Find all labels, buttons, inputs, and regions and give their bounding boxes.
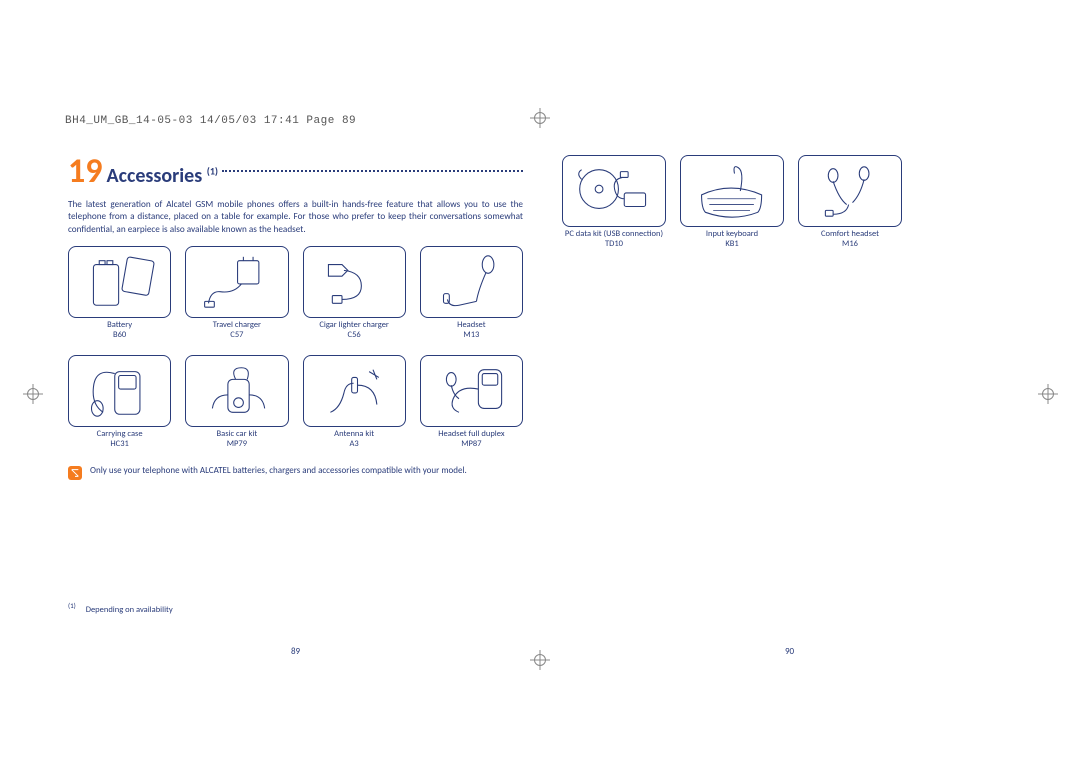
battery-icon [68,246,171,318]
caption-name: Battery [107,320,132,330]
caption-name: Basic car kit [217,429,258,439]
caption-code: MP87 [420,440,523,450]
chapter-title: Accessories (1) [106,166,218,186]
accessory-antenna-kit: Antenna kit A3 [303,355,406,450]
print-header: BH4_UM_GB_14-05-03 14/05/03 17:41 Page 8… [65,115,356,127]
caption-name: PC data kit (USB connection) [565,229,663,239]
caption-name: Carrying case [97,429,143,439]
footnote: (1) Depending on availability [68,601,173,615]
keyboard-icon [680,155,784,227]
caption-code: KB1 [680,240,784,250]
chapter-title-sup: (1) [207,164,218,177]
accessory-pc-data-kit: PC data kit (USB connection) TD10 [562,155,666,250]
footnote-text: Depending on availability [86,605,173,615]
page-left: 19 Accessories (1) The latest generation… [68,155,523,665]
caption-code: B60 [68,331,171,341]
carrying-case-icon [68,355,171,427]
caption-code: HC31 [68,440,171,450]
crop-mark-top [530,108,550,128]
caption-name: Antenna kit [334,429,374,439]
dot-leader [222,170,523,172]
accessory-input-keyboard: Input keyboard KB1 [680,155,784,250]
accessory-basic-car-kit: Basic car kit MP79 [185,355,288,450]
compatibility-note: Only use your telephone with ALCATEL bat… [68,465,523,480]
caption-code: MP79 [185,440,288,450]
car-kit-icon [185,355,288,427]
page-number-right: 90 [562,646,1017,657]
headset-duplex-icon [420,355,523,427]
comfort-headset-icon [798,155,902,227]
headset-icon [420,246,523,318]
page-right: PC data kit (USB connection) TD10 Input … [562,155,1017,665]
caption-name: Comfort headset [821,229,879,239]
cigar-charger-icon [303,246,406,318]
accessory-headset: Headset M13 [420,246,523,341]
accessory-headset-full-duplex: Headset full duplex MP87 [420,355,523,450]
page-number-left: 89 [68,646,523,657]
caption-name: Cigar lighter charger [319,320,389,330]
chapter-heading: 19 Accessories (1) [68,155,523,191]
chapter-title-text: Accessories [106,164,202,188]
note-icon [68,466,82,480]
accessories-grid-left: Battery B60 Travel charger C57 [68,246,523,449]
accessories-grid-right: PC data kit (USB connection) TD10 Input … [562,155,1017,250]
caption-name: Input keyboard [706,229,758,239]
accessory-cigar-charger: Cigar lighter charger C56 [303,246,406,341]
caption-code: M16 [798,240,902,250]
accessory-comfort-headset: Comfort headset M16 [798,155,902,250]
caption-code: TD10 [562,240,666,250]
note-text: Only use your telephone with ALCATEL bat… [90,465,467,480]
accessory-carrying-case: Carrying case HC31 [68,355,171,450]
chapter-number: 19 [68,155,102,189]
intro-paragraph: The latest generation of Alcatel GSM mob… [68,199,523,236]
page-spread: 19 Accessories (1) The latest generation… [0,155,1080,665]
antenna-kit-icon [303,355,406,427]
accessory-battery: Battery B60 [68,246,171,341]
pc-data-kit-icon [562,155,666,227]
caption-code: C56 [303,331,406,341]
caption-name: Headset [457,320,485,330]
footnote-mark: (1) [68,601,76,610]
caption-name: Headset full duplex [438,429,504,439]
caption-name: Travel charger [213,320,261,330]
caption-code: A3 [303,440,406,450]
travel-charger-icon [185,246,288,318]
caption-code: C57 [185,331,288,341]
accessory-travel-charger: Travel charger C57 [185,246,288,341]
caption-code: M13 [420,331,523,341]
